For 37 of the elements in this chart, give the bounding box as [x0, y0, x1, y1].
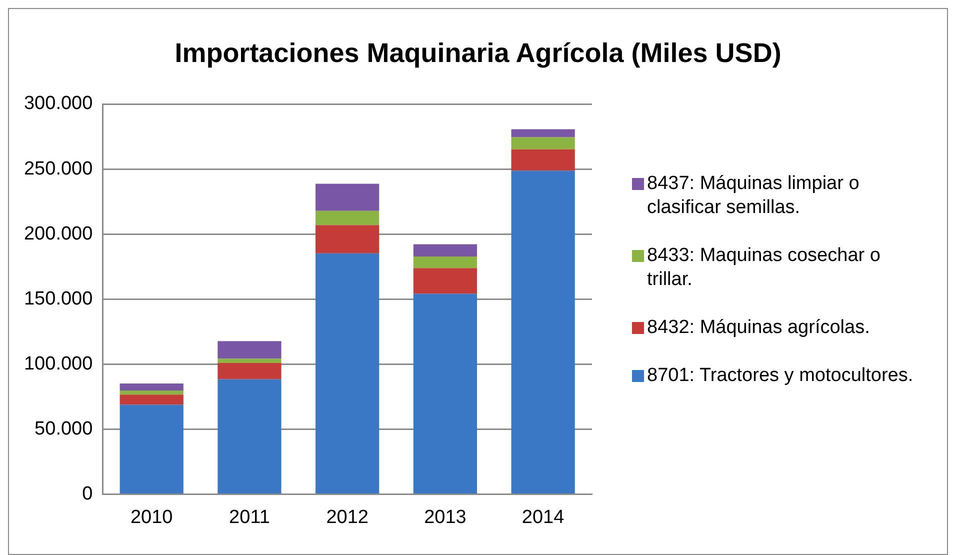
bar: [511, 129, 575, 138]
bar: [218, 341, 282, 359]
x-tick-label: 2012: [326, 506, 368, 528]
bar: [316, 184, 380, 211]
bar: [120, 394, 184, 405]
bar: [413, 244, 478, 256]
y-tick-label: 300.000: [24, 93, 93, 114]
x-tick-label: 2010: [130, 506, 173, 528]
y-tick-label: 250.000: [24, 158, 93, 180]
bar: [316, 210, 380, 226]
legend-label: 8432: Máquinas agrícolas.: [647, 316, 870, 340]
bar: [218, 379, 282, 494]
bar: [316, 225, 380, 254]
y-tick-label: 0: [82, 483, 93, 504]
legend-label: 8701: Tractores y motocultores.: [647, 364, 914, 388]
bar: [120, 384, 184, 391]
x-tick-label: 2014: [522, 506, 565, 528]
bar: [511, 170, 575, 494]
legend-label: 8433: Maquinas cosechar o trillar.: [647, 244, 882, 292]
x-tick-label: 2013: [424, 506, 466, 528]
y-tick-label: 150.000: [24, 288, 93, 310]
bar: [413, 256, 478, 268]
bar: [218, 362, 282, 380]
x-tick-label: 2011: [229, 506, 270, 528]
y-tick-label: 100.000: [24, 353, 93, 374]
bar: [316, 253, 380, 494]
y-tick-label: 200.000: [24, 223, 93, 244]
bar: [120, 404, 184, 494]
bar: [120, 390, 184, 395]
bar: [218, 358, 282, 363]
chart-title: Importaciones Maquinaria Agrícola (Miles USD): [174, 38, 782, 69]
y-tick-label: 50.000: [34, 418, 93, 440]
bar: [511, 149, 575, 171]
bar: [413, 294, 478, 494]
bar: [511, 137, 575, 150]
bar: [413, 268, 478, 294]
legend-label: 8437: Máquinas limpiar o clasificar semillas.: [647, 172, 860, 220]
